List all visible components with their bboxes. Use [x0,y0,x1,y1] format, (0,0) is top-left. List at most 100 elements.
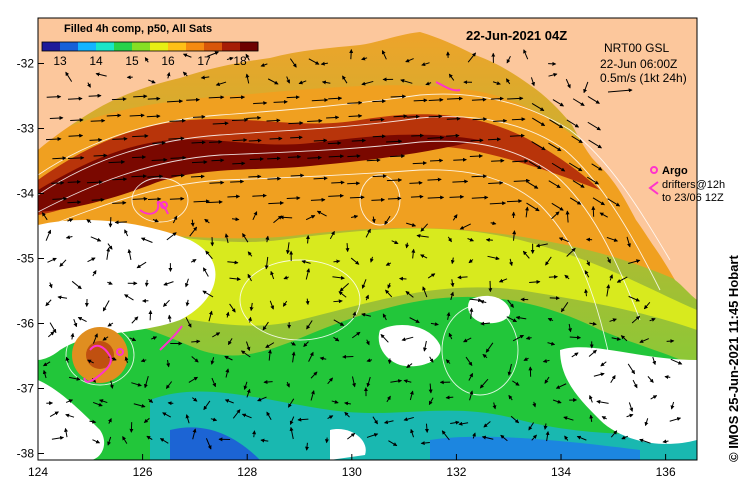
x-tick-label: 124 [28,465,48,479]
current-vector [131,316,139,324]
current-vector [262,321,269,331]
current-vector [506,55,511,64]
current-vector [666,339,675,344]
current-time: 22-Jun 06:00Z [600,57,677,71]
current-vector [102,336,109,341]
current-vector [387,196,402,201]
current-vector [405,291,414,298]
y-tick-label: -33 [17,122,35,136]
current-vector [162,412,172,418]
current-vector [298,80,307,85]
current-vector [269,300,275,310]
current-vector [372,99,387,104]
current-vector [586,176,600,185]
current-vector [42,361,51,367]
current-vector [68,376,81,381]
current-vector [513,178,531,183]
current-vector [548,72,558,77]
legend: Argo drifters@12h to 23/06 12Z [648,165,725,204]
current-vector [423,340,427,352]
current-vector [106,113,122,118]
current-vector [328,154,345,159]
y-tick-label: -35 [17,252,35,266]
current-vector [420,441,430,446]
current-vector [51,180,65,185]
current-vector [267,78,279,85]
current-vector [403,379,412,384]
current-vector [65,71,73,82]
current-vector [361,312,371,317]
current-vector [662,439,669,444]
current-vector [49,411,59,417]
current-vector [588,139,602,149]
current-vector [229,95,246,100]
current-vector [286,381,290,388]
current-vector [572,98,585,106]
current-vector [260,63,268,67]
current-vector [512,159,529,164]
current-vector [108,418,112,424]
current-vector [165,381,173,389]
current-vector [129,113,145,118]
current-vector [182,71,188,77]
current-vector [242,233,249,243]
current-vector [45,137,62,142]
current-vector [305,215,316,221]
current-vector [206,200,223,205]
current-vectors [41,48,683,451]
colorbar-swatch [132,42,151,51]
current-vector [246,388,251,398]
current-vector [190,259,197,263]
current-vector [203,400,211,411]
current-vector [512,334,525,342]
current-vector [131,382,142,387]
current-vector [92,333,98,344]
current-vector [87,82,91,88]
coldest-water-patch [170,427,260,460]
current-vector [412,161,427,166]
current-vector [531,434,537,441]
current-vector [193,199,210,204]
current-vector [67,218,74,223]
y-tick-label: -37 [17,382,35,396]
current-vector [191,140,206,145]
current-vector [342,75,348,84]
current-vector [406,363,413,369]
current-vector [211,377,217,388]
current-vector [452,214,458,221]
current-vector [339,283,349,292]
current-vector [168,136,185,141]
current-vector [90,118,106,123]
current-vector [349,48,354,60]
current-vector [512,380,520,386]
current-vector [169,196,185,201]
current-vector [427,177,442,182]
current-vector [109,380,114,389]
current-vector [601,416,607,420]
current-vector [572,180,585,188]
current-vector [627,363,635,375]
current-vector [649,318,656,322]
current-vector [350,257,360,265]
current-vector [321,80,331,85]
x-tick-label: 134 [551,465,571,479]
current-vector [542,359,550,363]
current-vector [428,397,434,406]
current-vector [509,258,513,267]
current-vector [472,117,488,122]
current-vector [507,363,512,376]
current-vector [107,322,114,327]
current-vector [448,73,455,81]
current-vector [190,219,195,227]
current-vector [446,96,463,101]
current-vector [564,274,570,280]
drifter-legend-icon [648,181,659,195]
current-vector [51,435,65,440]
current-vector [184,278,189,288]
current-vector [348,113,363,118]
current-vector [611,336,621,341]
current-vector [481,435,494,440]
current-vector [441,430,450,441]
current-vector [386,139,403,144]
current-vector [185,414,190,424]
